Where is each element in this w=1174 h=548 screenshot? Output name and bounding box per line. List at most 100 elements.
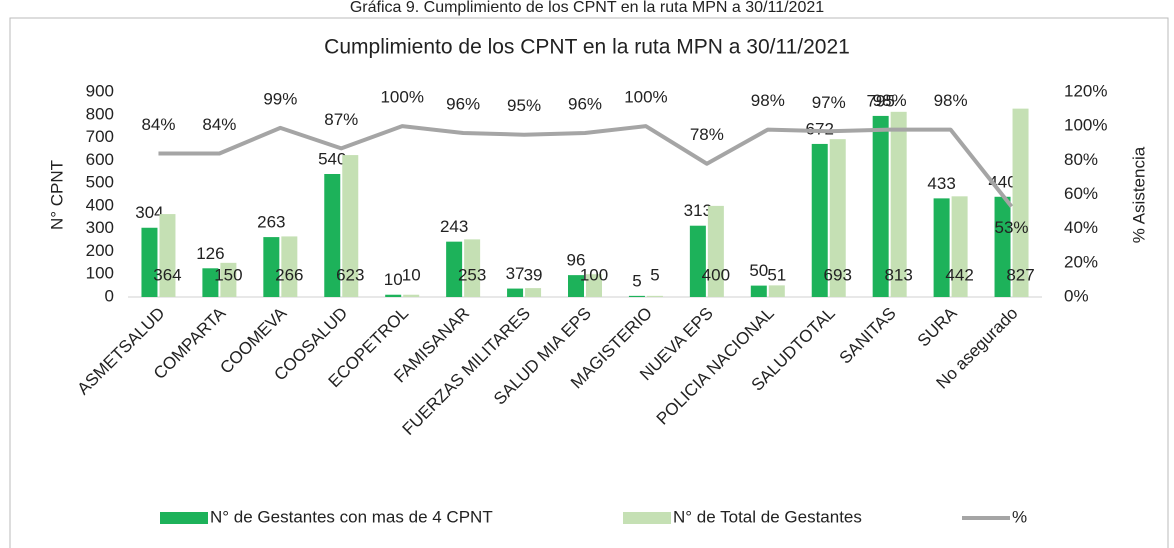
legend-label: N° de Total de Gestantes [673, 507, 862, 526]
data-label: 51 [767, 265, 786, 284]
data-label: 313 [684, 201, 712, 220]
bar [890, 111, 907, 297]
bar [568, 275, 584, 297]
bar [507, 288, 524, 297]
x-tick-label: SANITAS [836, 304, 900, 368]
bar [707, 205, 724, 297]
bar [872, 115, 889, 298]
bar [464, 239, 481, 297]
bar [324, 174, 341, 297]
data-label: 95% [507, 96, 541, 115]
data-label: 100% [380, 88, 423, 107]
y2-tick-label: 20% [1064, 252, 1098, 271]
data-label: 37 [506, 264, 525, 283]
chart-title: Cumplimiento de los CPNT en la ruta MPN … [324, 36, 850, 59]
data-label: 433 [927, 174, 955, 193]
data-label: 99% [263, 89, 297, 108]
data-label: 96% [446, 94, 480, 113]
chart-frame [9, 17, 1169, 548]
y2-tick-label: 100% [1064, 116, 1107, 135]
bar [586, 274, 602, 297]
data-label: 97% [812, 93, 846, 112]
bar [628, 295, 645, 297]
data-label: 672 [806, 119, 834, 138]
bar [811, 143, 828, 297]
data-label: 98% [873, 91, 907, 110]
data-label: 53% [995, 218, 1029, 237]
bar [141, 227, 158, 297]
y2-tick-label: 0% [1064, 286, 1089, 305]
data-label: 39 [524, 265, 543, 284]
legend-label: % [1012, 507, 1027, 526]
data-label: 5 [632, 271, 641, 290]
data-label: 266 [275, 265, 303, 284]
legend-swatch [623, 512, 671, 524]
y2-axis-title: % Asistencia [1129, 146, 1148, 243]
data-label: 5 [650, 265, 659, 284]
bar [829, 139, 846, 297]
data-label: 623 [336, 265, 364, 284]
bar [1012, 108, 1029, 297]
bar [689, 225, 706, 297]
data-label: 98% [751, 91, 785, 110]
bar [750, 285, 767, 297]
y2-tick-label: 80% [1064, 150, 1098, 169]
y-tick-label: 100 [86, 264, 114, 283]
legend-swatch [160, 512, 208, 524]
y-tick-label: 400 [86, 195, 114, 214]
data-label: 400 [702, 265, 730, 284]
y-tick-label: 500 [86, 173, 114, 192]
x-tick-label: SURA [914, 303, 961, 350]
data-label: 304 [135, 203, 163, 222]
data-label: 126 [196, 244, 224, 263]
data-label: 87% [324, 110, 358, 129]
bar [220, 262, 237, 297]
y2-tick-label: 60% [1064, 184, 1098, 203]
legend-label: N° de Gestantes con mas de 4 CPNT [210, 507, 493, 526]
data-label: 84% [202, 115, 236, 134]
data-label: 96 [567, 251, 586, 270]
data-label: 364 [153, 265, 181, 284]
y-tick-label: 300 [86, 218, 114, 237]
bar [525, 288, 542, 297]
data-label: 84% [141, 115, 175, 134]
data-label: 100% [624, 88, 667, 107]
data-label: 827 [1006, 265, 1034, 284]
y2-tick-label: 40% [1064, 218, 1098, 237]
y-tick-label: 800 [86, 104, 114, 123]
y-tick-label: 700 [86, 127, 114, 146]
data-label: 693 [824, 265, 852, 284]
bar [159, 214, 176, 297]
data-label: 540 [318, 149, 346, 168]
line-series [158, 124, 1014, 208]
x-tick-label: POLICIA NACIONAL [653, 304, 778, 429]
bar [263, 237, 280, 297]
data-label: 253 [458, 265, 486, 284]
bar [446, 241, 463, 297]
data-label: 243 [440, 217, 468, 236]
bar [933, 198, 950, 297]
bar [994, 196, 1011, 297]
bar [385, 294, 402, 297]
x-tick-label: ASMETSALUD [74, 304, 169, 399]
bar [342, 155, 359, 297]
bar [403, 294, 420, 297]
data-label: 10 [402, 265, 421, 284]
data-label: 442 [945, 265, 973, 284]
y-tick-label: 600 [86, 150, 114, 169]
y-axis-title: N° CPNT [47, 160, 66, 230]
bar [281, 236, 298, 297]
bar [202, 268, 219, 297]
y2-tick-label: 120% [1064, 81, 1107, 100]
data-label: 100 [580, 265, 608, 284]
bar [646, 295, 663, 297]
data-label: 78% [690, 125, 724, 144]
y-tick-label: 200 [86, 241, 114, 260]
data-label: 813 [884, 265, 912, 284]
bar [768, 285, 785, 297]
data-label: 10 [384, 270, 403, 289]
bar [951, 196, 968, 297]
y-tick-label: 900 [86, 81, 114, 100]
data-label: 98% [934, 91, 968, 110]
